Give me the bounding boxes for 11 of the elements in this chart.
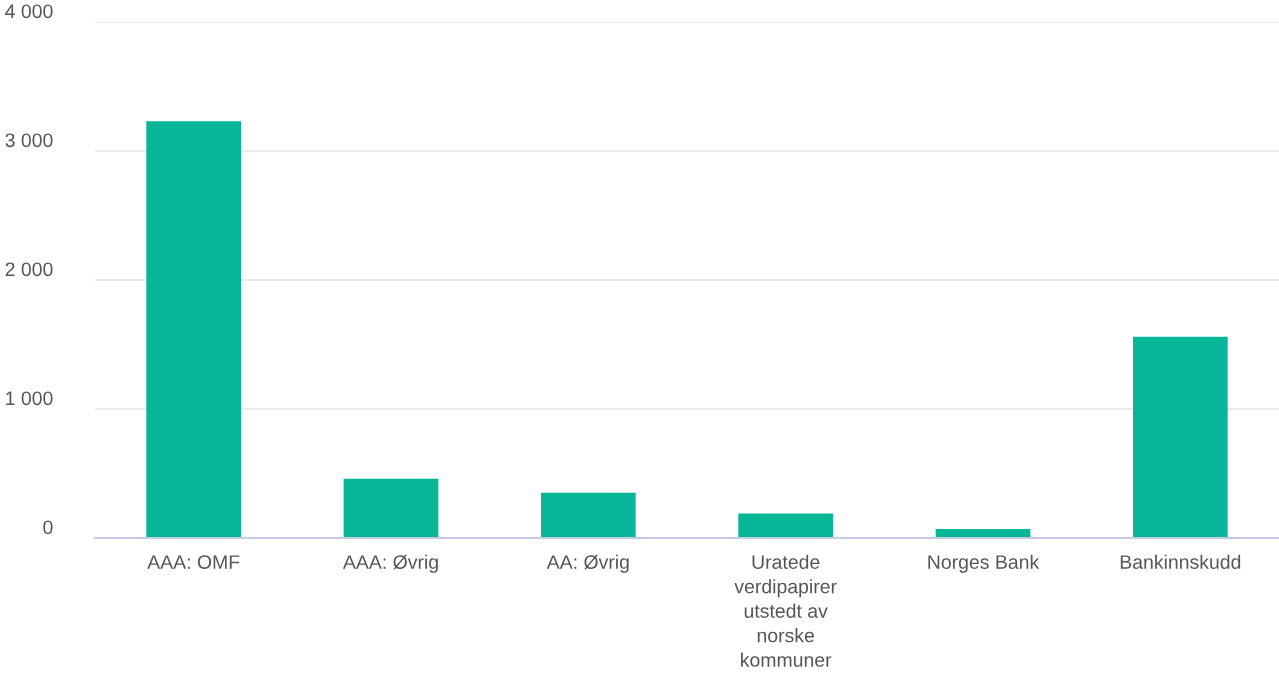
- x-tick-label: AAA: Øvrig: [342, 554, 438, 573]
- y-tick-label: 1 000: [6, 391, 53, 406]
- x-tick-label: AAA: OMF: [147, 555, 240, 569]
- x-tick-label: AA: Øvrig: [546, 554, 629, 573]
- y-tick-label: 3 000: [5, 133, 53, 148]
- x-tick-label: Norges Bank: [928, 554, 1040, 573]
- y-tick-label: 4 000: [5, 4, 53, 19]
- y-tick-label: 0: [43, 520, 53, 535]
- y-tick-label: 2 000: [5, 262, 53, 277]
- x-tick-label: Bankinnskudd: [1120, 554, 1241, 569]
- x-tick-label: Uratede verdipapirer utstedt av norske kommuner: [734, 554, 837, 667]
